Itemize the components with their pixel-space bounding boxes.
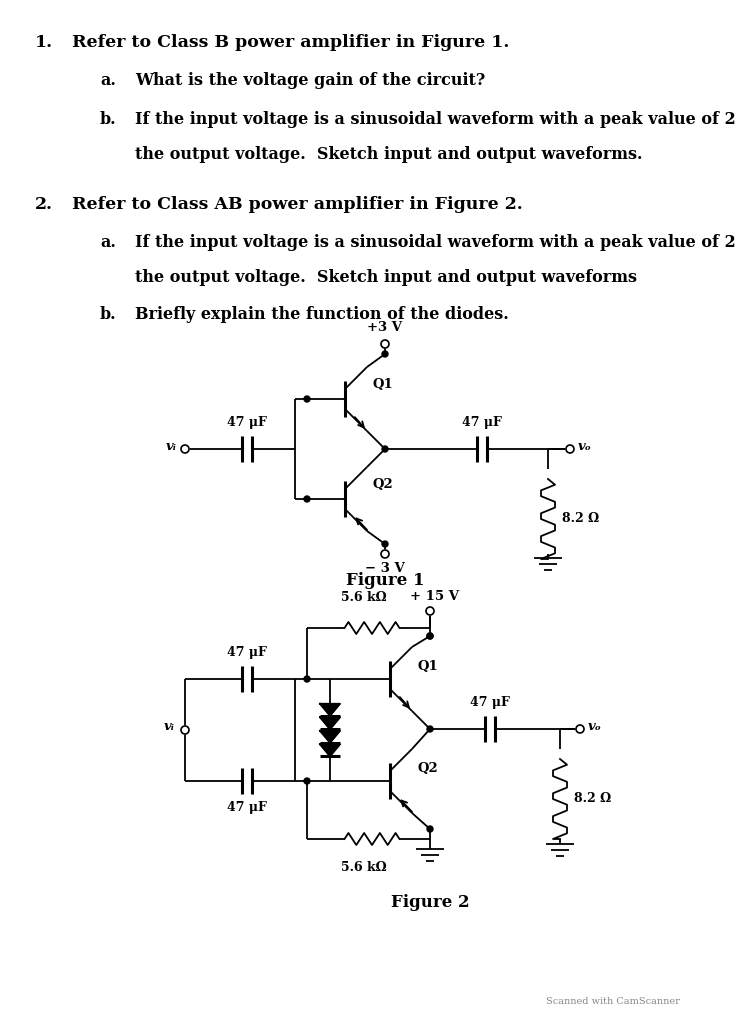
Circle shape <box>427 726 433 732</box>
Text: vᵢ: vᵢ <box>166 439 177 453</box>
Circle shape <box>427 826 433 831</box>
Polygon shape <box>320 703 340 716</box>
Text: Figure 1: Figure 1 <box>346 572 425 589</box>
Text: Refer to Class AB power amplifier in Figure 2.: Refer to Class AB power amplifier in Fig… <box>72 196 523 213</box>
Text: 8.2 Ω: 8.2 Ω <box>574 793 611 806</box>
Text: − 3 V: − 3 V <box>365 562 405 575</box>
Text: Scanned with CamScanner: Scanned with CamScanner <box>546 997 680 1006</box>
Circle shape <box>381 340 389 348</box>
Text: 5.6 kΩ: 5.6 kΩ <box>341 861 387 874</box>
Text: Q2: Q2 <box>418 762 439 775</box>
Circle shape <box>576 725 584 733</box>
Text: Q1: Q1 <box>418 660 439 673</box>
Text: 5.6 kΩ: 5.6 kΩ <box>341 591 387 604</box>
Text: a.: a. <box>100 72 116 89</box>
Circle shape <box>181 726 189 734</box>
Text: If the input voltage is a sinusoidal waveform with a peak value of 2 V, determin: If the input voltage is a sinusoidal wav… <box>135 111 737 128</box>
Text: 2.: 2. <box>35 196 53 213</box>
Text: 47 μF: 47 μF <box>227 416 267 429</box>
Text: Q1: Q1 <box>373 378 394 391</box>
Text: 47 μF: 47 μF <box>227 646 267 659</box>
Circle shape <box>304 396 310 402</box>
Text: vₒ: vₒ <box>578 439 592 453</box>
Circle shape <box>426 607 434 615</box>
Text: vₒ: vₒ <box>588 720 602 732</box>
Text: 8.2 Ω: 8.2 Ω <box>562 512 599 525</box>
Circle shape <box>382 541 388 547</box>
Text: b.: b. <box>100 111 116 128</box>
Text: Figure 2: Figure 2 <box>391 894 469 911</box>
Text: +3 V: +3 V <box>368 321 402 334</box>
Text: b.: b. <box>100 306 116 323</box>
Circle shape <box>304 496 310 502</box>
Polygon shape <box>320 717 340 729</box>
Text: the output voltage.  Sketch input and output waveforms.: the output voltage. Sketch input and out… <box>135 146 643 163</box>
Text: + 15 V: + 15 V <box>411 590 459 603</box>
Circle shape <box>566 445 574 453</box>
Text: 47 μF: 47 μF <box>470 696 510 709</box>
Circle shape <box>381 550 389 558</box>
Text: 1.: 1. <box>35 34 53 51</box>
Text: If the input voltage is a sinusoidal waveform with a peak value of 2 V, determin: If the input voltage is a sinusoidal wav… <box>135 234 737 251</box>
Circle shape <box>427 633 433 639</box>
Text: 47 μF: 47 μF <box>462 416 502 429</box>
Polygon shape <box>320 744 340 757</box>
Text: the output voltage.  Sketch input and output waveforms: the output voltage. Sketch input and out… <box>135 269 637 286</box>
Text: vᵢ: vᵢ <box>164 721 175 733</box>
Circle shape <box>382 351 388 357</box>
Circle shape <box>304 676 310 682</box>
Text: Q2: Q2 <box>373 478 394 490</box>
Text: a.: a. <box>100 234 116 251</box>
Circle shape <box>304 778 310 784</box>
Text: What is the voltage gain of the circuit?: What is the voltage gain of the circuit? <box>135 72 485 89</box>
Text: Briefly explain the function of the diodes.: Briefly explain the function of the diod… <box>135 306 509 323</box>
Text: Refer to Class B power amplifier in Figure 1.: Refer to Class B power amplifier in Figu… <box>72 34 509 51</box>
Circle shape <box>181 445 189 453</box>
Circle shape <box>382 446 388 452</box>
Polygon shape <box>320 731 340 742</box>
Circle shape <box>427 633 433 639</box>
Text: 47 μF: 47 μF <box>227 801 267 814</box>
